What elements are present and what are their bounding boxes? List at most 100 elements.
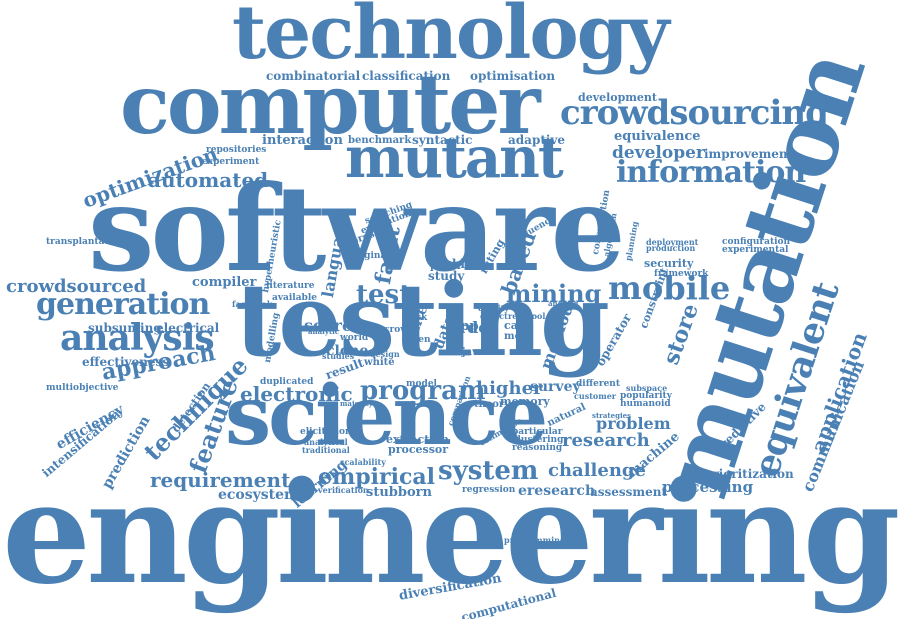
- word-java: java: [462, 347, 485, 358]
- word-generation: generation: [36, 287, 210, 322]
- word-program: program: [360, 376, 486, 406]
- word-reasoning: reasoning: [512, 443, 563, 453]
- word-adaptive: adaptive: [508, 133, 566, 147]
- word-quality: quality: [478, 303, 510, 313]
- word-stubborn: stubborn: [366, 485, 432, 500]
- word-natural: natural: [545, 401, 588, 430]
- word-interaction: interaction: [262, 133, 343, 148]
- word-higher: higher: [476, 378, 543, 399]
- word-crowd: crowd: [384, 325, 415, 335]
- word-test: test: [356, 280, 412, 310]
- word-planning: planning: [623, 220, 640, 262]
- word-optimisation: optimisation: [470, 69, 556, 83]
- word-more: more: [504, 331, 533, 342]
- word-crowdsourced: crowdsourced: [6, 276, 147, 297]
- word-programming: programming: [504, 535, 566, 545]
- word-clone: clone: [326, 343, 369, 359]
- word-prioritization: prioritization: [704, 467, 794, 481]
- word-analysis: analysis: [60, 317, 215, 359]
- word-developer: developer: [612, 143, 705, 163]
- word-order: order: [448, 318, 497, 337]
- word-task: task: [406, 313, 428, 323]
- word-memory: memory: [500, 395, 550, 408]
- word-improvement: improvement: [704, 147, 794, 161]
- word-scalability: scalability: [340, 457, 386, 467]
- word-challenge: challenge: [548, 460, 646, 481]
- word-clustering: clustering: [512, 435, 564, 445]
- word-extraction: extraction: [386, 433, 449, 446]
- word-technology: technology: [232, 0, 669, 76]
- word-study: study: [428, 269, 465, 283]
- word-analytical: analytical: [304, 437, 348, 447]
- word-humanoid: humanoid: [620, 399, 671, 409]
- word-strategies: strategies: [592, 411, 632, 420]
- word-requirement: requirement: [150, 468, 291, 492]
- word-elicitation: elicitation: [300, 427, 352, 437]
- word-black: black: [452, 257, 489, 271]
- word-regression: regression: [462, 485, 516, 495]
- word-world: world: [340, 333, 369, 343]
- word-analytic: analytic: [308, 327, 340, 336]
- word-customer: customer: [574, 391, 616, 401]
- word-computer: computer: [120, 57, 541, 153]
- word-development: development: [578, 91, 658, 104]
- word-available: available: [272, 293, 317, 303]
- word-problem: problem: [596, 414, 671, 433]
- word-app: app: [452, 319, 479, 334]
- word-experimental: experimental: [722, 245, 789, 255]
- word-syntactic: syntactic: [412, 133, 473, 147]
- word-facebook: facebook: [232, 299, 273, 309]
- word-original: original: [350, 251, 390, 261]
- word-assessment: assessment: [590, 485, 668, 499]
- word-system: system: [438, 456, 539, 486]
- word-majority: majority: [340, 399, 373, 408]
- word-tool: tool: [528, 311, 546, 321]
- word-mutant: mutant: [345, 125, 564, 191]
- word-engineering: engineering: [2, 452, 900, 616]
- word-combinatorial: combinatorial: [266, 69, 361, 83]
- word-mining: mining: [506, 279, 602, 308]
- word-case: case: [504, 319, 532, 332]
- word-science: science: [225, 368, 548, 464]
- word-design: design: [370, 349, 400, 359]
- word-traditional: traditional: [302, 445, 350, 455]
- word-literature: literature: [266, 281, 315, 291]
- word-paper: paper: [430, 261, 463, 272]
- word-experiment: experiment: [202, 157, 260, 167]
- word-processing: processing: [662, 478, 754, 496]
- word-benchmark: benchmark: [348, 135, 412, 146]
- word-multiobjective: multiobjective: [46, 383, 119, 393]
- word-open: open: [406, 335, 431, 345]
- word-production: production: [646, 243, 696, 253]
- word-verification: verification: [318, 485, 369, 495]
- word-software: software: [88, 159, 626, 298]
- word-survey: survey: [530, 379, 581, 395]
- word-subsuming: subsuming: [88, 321, 162, 335]
- word-mobile: mobile: [608, 269, 731, 307]
- word-different: different: [576, 379, 620, 389]
- word-automated: automated: [148, 168, 269, 192]
- word-electrical: electrical: [156, 321, 220, 335]
- word-studies: studies: [322, 351, 355, 361]
- word-electronic: electronic: [240, 382, 353, 406]
- word-theory: theory: [474, 399, 511, 410]
- word-testing: testing: [235, 261, 610, 379]
- word-equivalence: equivalence: [614, 129, 701, 144]
- word-particular: particular: [512, 427, 563, 437]
- word-research: research: [562, 430, 650, 451]
- word-classification: classification: [362, 69, 451, 83]
- word-eresearch: eresearch: [518, 483, 596, 499]
- word-configuration: configuration: [722, 237, 791, 247]
- word-defect: defect: [480, 311, 508, 321]
- word-effectiveness: effectiveness: [82, 355, 170, 369]
- word-empirical: empirical: [318, 464, 435, 490]
- word-android: android: [548, 299, 579, 308]
- word-deployment: deployment: [646, 237, 699, 247]
- word-security: security: [644, 257, 694, 270]
- word-duplicated: duplicated: [260, 377, 314, 387]
- word-compiler: compiler: [192, 275, 257, 290]
- word-ecosystem: ecosystem: [218, 487, 299, 503]
- word-search: search: [304, 316, 364, 335]
- word-processor: processor: [388, 443, 449, 456]
